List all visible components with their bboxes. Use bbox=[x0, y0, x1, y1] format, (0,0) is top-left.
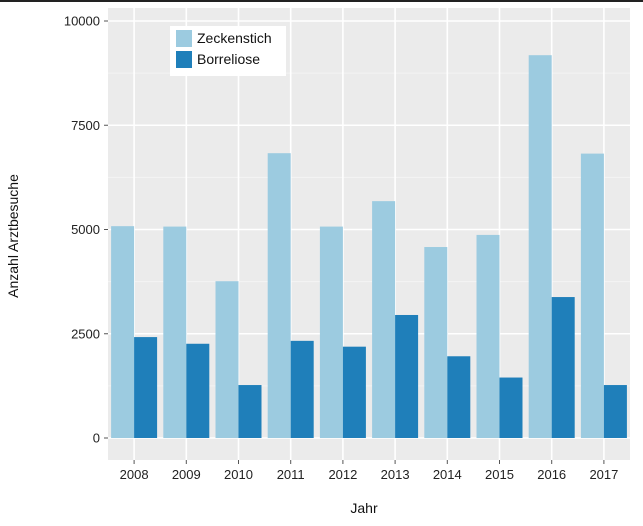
bar-borreliose-2013 bbox=[395, 314, 419, 438]
x-tick-label: 2013 bbox=[381, 467, 410, 482]
y-tick-label: 2500 bbox=[71, 326, 100, 341]
y-axis-ticks: 0 2500 5000 7500 10000 bbox=[64, 14, 108, 446]
bar-borreliose-2010 bbox=[238, 385, 262, 438]
bar-borreliose-2011 bbox=[290, 340, 314, 438]
bar-borreliose-2015 bbox=[499, 377, 523, 438]
legend-swatch-borreliose bbox=[176, 51, 192, 68]
bar-zeckenstich-2015 bbox=[476, 234, 500, 438]
bar-zeckenstich-2017 bbox=[580, 153, 604, 438]
bar-zeckenstich-2014 bbox=[424, 247, 448, 438]
x-tick-label: 2011 bbox=[277, 467, 305, 482]
y-axis-title: Anzahl Arztbesuche bbox=[5, 174, 21, 298]
legend-label-borreliose: Borreliose bbox=[197, 51, 260, 67]
bar-borreliose-2016 bbox=[551, 297, 575, 438]
x-tick-label: 2017 bbox=[589, 467, 618, 482]
bar-borreliose-2008 bbox=[134, 337, 158, 438]
x-axis-title: Jahr bbox=[350, 500, 378, 516]
bar-borreliose-2017 bbox=[603, 385, 627, 438]
x-tick-label: 2009 bbox=[172, 467, 201, 482]
legend: Zeckenstich Borreliose bbox=[170, 26, 286, 76]
x-tick-label: 2014 bbox=[433, 467, 462, 482]
x-tick-label: 2008 bbox=[120, 467, 149, 482]
x-tick-label: 2010 bbox=[224, 467, 253, 482]
x-axis-ticks: 2008 2009 2010 2011 2012 2013 2014 2015 2016 2017 bbox=[120, 460, 618, 482]
y-tick-label: 7500 bbox=[71, 118, 100, 133]
legend-label-zeckenstich: Zeckenstich bbox=[197, 30, 272, 46]
legend-swatch-zeckenstich bbox=[176, 30, 192, 47]
x-tick-label: 2012 bbox=[328, 467, 357, 482]
bar-borreliose-2009 bbox=[186, 343, 210, 438]
x-tick-label: 2015 bbox=[485, 467, 514, 482]
x-tick-label: 2016 bbox=[537, 467, 566, 482]
bars bbox=[111, 55, 627, 438]
bar-zeckenstich-2012 bbox=[319, 226, 343, 438]
bar-borreliose-2014 bbox=[447, 356, 471, 438]
bar-zeckenstich-2010 bbox=[215, 281, 239, 438]
bar-zeckenstich-2013 bbox=[372, 201, 396, 438]
bar-zeckenstich-2011 bbox=[267, 153, 291, 438]
y-tick-label: 0 bbox=[93, 431, 100, 446]
bar-zeckenstich-2016 bbox=[528, 55, 552, 438]
bar-zeckenstich-2008 bbox=[111, 226, 135, 438]
y-tick-label: 5000 bbox=[71, 222, 100, 237]
y-tick-label: 10000 bbox=[64, 14, 100, 29]
bar-borreliose-2012 bbox=[342, 346, 366, 438]
bar-zeckenstich-2009 bbox=[163, 226, 187, 438]
